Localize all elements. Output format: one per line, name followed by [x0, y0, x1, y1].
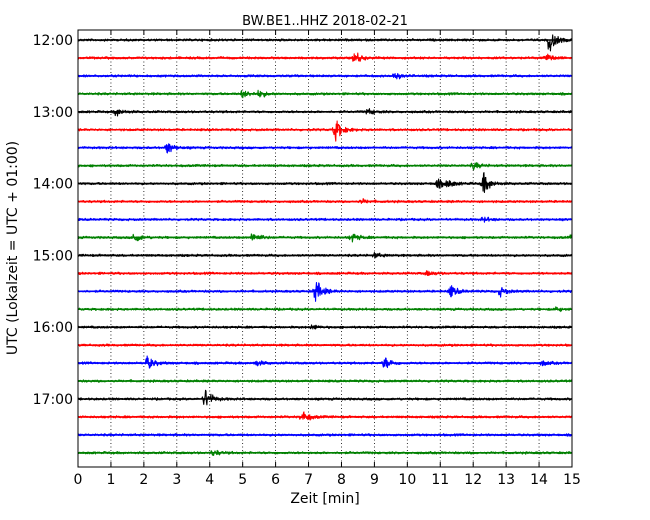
x-tick-label: 9 [370, 472, 379, 488]
x-tick-label: 5 [238, 472, 247, 488]
y-tick-label: 17:00 [33, 392, 73, 408]
x-tick-label: 4 [205, 472, 214, 488]
x-axis-label: Zeit [min] [290, 491, 359, 507]
x-tick-label: 0 [74, 472, 83, 488]
seismic-traces [77, 34, 573, 457]
chart-title: BW.BE1..HHZ 2018-02-21 [242, 14, 408, 29]
y-axis-ticks: 12:00 13:00 14:00 15:00 16:00 17:00 [33, 33, 572, 408]
y-tick-label: 14:00 [33, 177, 73, 193]
x-tick-label: 2 [139, 472, 148, 488]
trace-1400 [77, 172, 573, 193]
y-axis-label: UTC (Lokalzeit = UTC + 01:00) [5, 141, 21, 355]
y-tick-label: 12:00 [33, 33, 73, 49]
x-tick-label: 10 [398, 472, 416, 488]
y-tick-label: 16:00 [33, 320, 73, 336]
x-tick-label: 1 [106, 472, 115, 488]
x-tick-label: 6 [271, 472, 280, 488]
x-tick-label: 13 [497, 472, 515, 488]
trace-1630 [77, 355, 573, 369]
y-tick-label: 15:00 [33, 248, 73, 264]
x-tick-label: 14 [530, 472, 548, 488]
x-tick-label: 12 [464, 472, 482, 488]
plot-frame [77, 29, 573, 468]
trace-1700 [77, 389, 573, 406]
y-tick-label: 13:00 [33, 105, 73, 121]
x-tick-label: 8 [337, 472, 346, 488]
grid-lines [78, 30, 572, 467]
trace-1315 [77, 120, 573, 142]
x-tick-label: 15 [563, 472, 581, 488]
x-tick-label: 3 [172, 472, 181, 488]
trace-1715 [77, 411, 573, 421]
trace-1200 [77, 34, 573, 52]
x-tick-label: 7 [304, 472, 313, 488]
x-tick-label: 11 [431, 472, 449, 488]
x-axis-ticks: 0 1 2 3 4 5 6 7 8 9 10 11 12 13 14 15 [74, 30, 581, 488]
